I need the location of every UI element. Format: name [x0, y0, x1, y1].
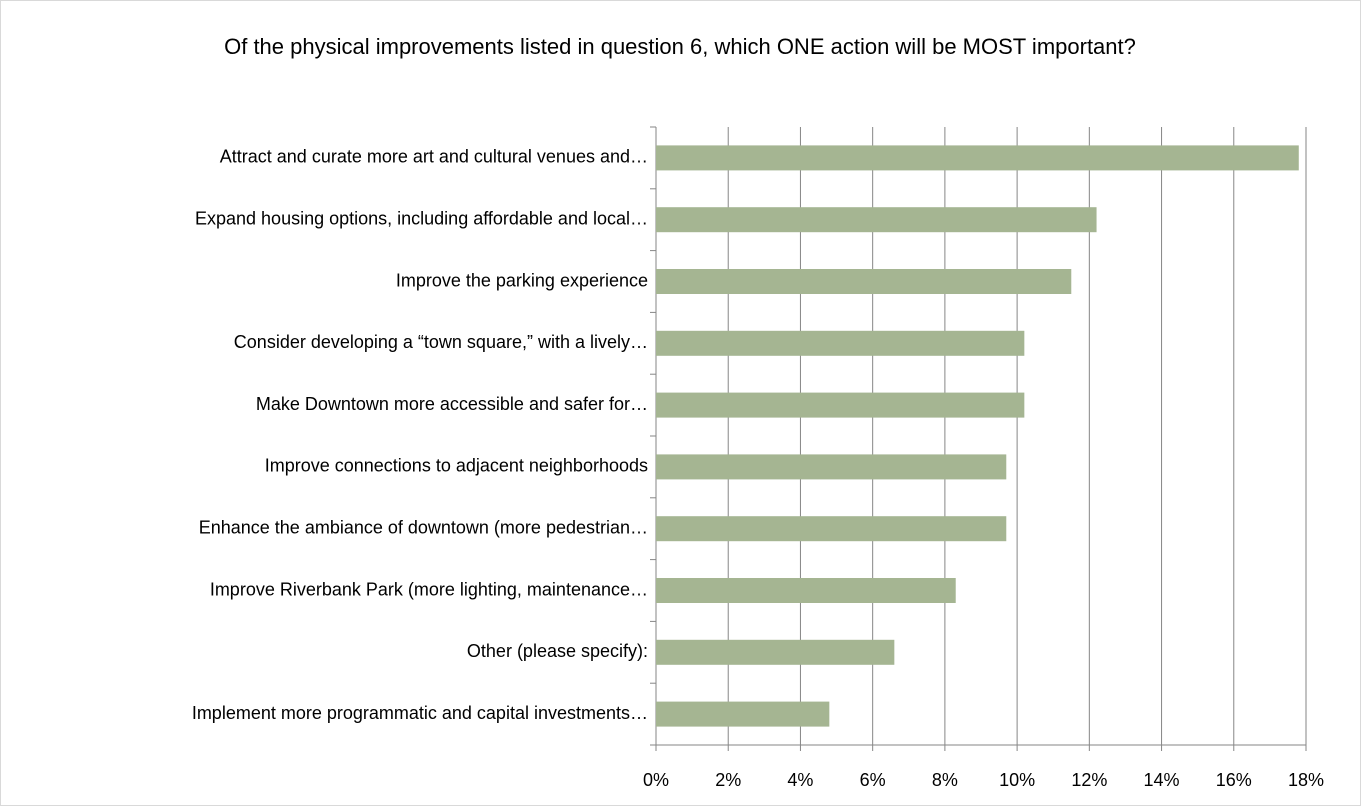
bar: [656, 145, 1299, 171]
x-tick-label: 2%: [715, 770, 741, 790]
x-tick-label: 6%: [860, 770, 886, 790]
x-tick-label: 16%: [1216, 770, 1252, 790]
x-tick-label: 10%: [999, 770, 1035, 790]
x-tick-label: 4%: [787, 770, 813, 790]
y-tick-label: Implement more programmatic and capital …: [192, 703, 648, 723]
chart-title: Of the physical improvements listed in q…: [224, 34, 1136, 59]
bar: [656, 207, 1097, 233]
x-tick-label: 8%: [932, 770, 958, 790]
y-tick-label: Improve Riverbank Park (more lighting, m…: [210, 579, 648, 599]
y-tick-label: Consider developing a “town square,” wit…: [234, 332, 648, 352]
y-tick-label: Other (please specify):: [467, 641, 648, 661]
y-tick-label: Improve the parking experience: [396, 270, 648, 290]
x-tick-label: 18%: [1288, 770, 1324, 790]
x-tick-label: 14%: [1144, 770, 1180, 790]
bar: [656, 639, 895, 665]
bar: [656, 701, 830, 727]
bar: [656, 330, 1025, 356]
bar: [656, 392, 1025, 418]
y-tick-label: Attract and curate more art and cultural…: [220, 147, 648, 167]
x-tick-label: 12%: [1071, 770, 1107, 790]
x-tick-label: 0%: [643, 770, 669, 790]
bar: [656, 454, 1007, 480]
y-tick-label: Make Downtown more accessible and safer …: [256, 394, 648, 414]
bar: [656, 578, 956, 603]
bar: [656, 516, 1007, 542]
y-tick-label: Expand housing options, including afford…: [195, 208, 648, 228]
y-tick-label: Enhance the ambiance of downtown (more p…: [199, 517, 648, 537]
y-tick-label: Improve connections to adjacent neighbor…: [265, 456, 648, 476]
bar: [656, 269, 1072, 294]
